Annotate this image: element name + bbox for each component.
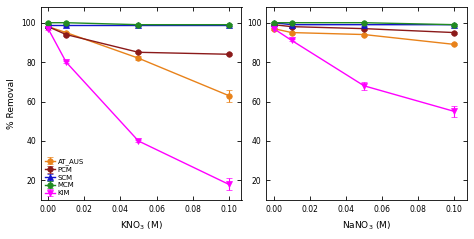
Legend: AT_AUS, PCM, SCM, MCM, KIM: AT_AUS, PCM, SCM, MCM, KIM [45, 158, 84, 197]
X-axis label: KNO$_3$ (M): KNO$_3$ (M) [120, 220, 163, 232]
X-axis label: NaNO$_3$ (M): NaNO$_3$ (M) [342, 220, 392, 232]
Y-axis label: % Removal: % Removal [7, 78, 16, 129]
